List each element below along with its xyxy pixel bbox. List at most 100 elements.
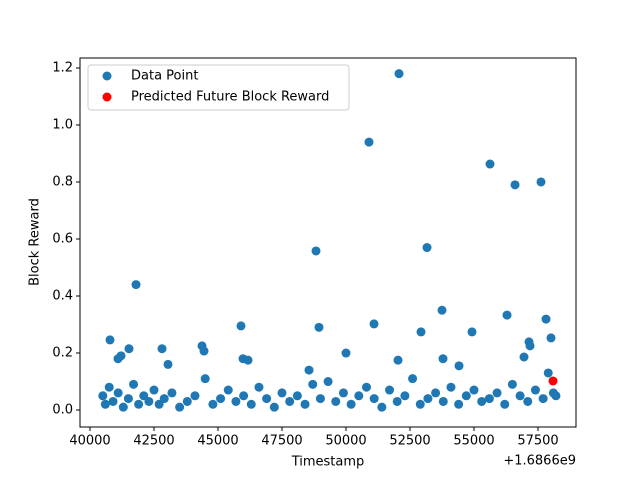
point (311, 246, 321, 256)
point (315, 394, 325, 404)
point (510, 180, 520, 190)
point (400, 391, 410, 401)
point (422, 243, 432, 253)
point (323, 377, 333, 387)
legend-label: Predicted Future Block Reward (131, 90, 329, 105)
x-tick-label: 40000 (69, 434, 110, 449)
point (438, 354, 448, 364)
point (502, 310, 512, 320)
point (100, 399, 110, 409)
point (269, 402, 279, 412)
y-tick-label: 1.0 (52, 117, 73, 132)
y-tick-label: 0.4 (52, 289, 73, 304)
point (208, 399, 218, 409)
point (515, 391, 525, 401)
point (124, 344, 134, 354)
point (175, 402, 185, 412)
point (484, 394, 494, 404)
point (223, 385, 233, 395)
point (236, 321, 246, 331)
point (105, 335, 115, 345)
point (454, 399, 464, 409)
point (546, 333, 556, 343)
point (369, 319, 379, 329)
point (467, 327, 477, 337)
point (200, 374, 210, 384)
axes-frame (79, 57, 577, 428)
legend-box (87, 64, 350, 111)
point (423, 394, 433, 404)
point (548, 376, 558, 386)
point (507, 379, 517, 389)
point (134, 399, 144, 409)
point (277, 388, 287, 398)
y-tick-label: 1.2 (52, 60, 73, 75)
legend-label: Data Point (131, 69, 198, 84)
point (159, 394, 169, 404)
point (393, 355, 403, 365)
x-tick-label: 42500 (133, 434, 174, 449)
point (262, 394, 272, 404)
point (243, 355, 253, 365)
point (385, 385, 395, 395)
x-tick-label: 55000 (453, 434, 494, 449)
point (304, 365, 314, 375)
point (104, 382, 114, 392)
point (416, 327, 426, 337)
point (354, 391, 364, 401)
point (113, 388, 123, 398)
point (369, 394, 379, 404)
point (131, 280, 141, 290)
point (341, 348, 351, 358)
point (525, 341, 535, 351)
point (254, 382, 264, 392)
y-tick-label: 0.2 (52, 346, 73, 361)
point (199, 346, 209, 356)
point (392, 396, 402, 406)
point (394, 69, 404, 79)
point (116, 351, 126, 361)
x-tick-label: 50000 (325, 434, 366, 449)
point (331, 396, 341, 406)
point (300, 399, 310, 409)
point (361, 382, 371, 392)
x-tick-label: 45000 (197, 434, 238, 449)
x-tick-label: 52500 (389, 434, 430, 449)
point (118, 402, 128, 412)
point (144, 396, 154, 406)
x-offset-label: +1.6866e9 (503, 454, 576, 469)
point (167, 388, 177, 398)
y-tick-label: 0.8 (52, 174, 73, 189)
point (523, 396, 533, 406)
legend-marker (102, 71, 112, 81)
point (408, 374, 418, 384)
point (415, 399, 425, 409)
point (446, 382, 456, 392)
point (239, 391, 249, 401)
y-tick-label: 0.0 (52, 403, 73, 418)
point (308, 379, 318, 389)
point (246, 399, 256, 409)
point (285, 396, 295, 406)
point (231, 396, 241, 406)
x-tick-label: 47500 (261, 434, 302, 449)
point (338, 388, 348, 398)
x-axis-label: Timestamp (291, 455, 365, 470)
point (454, 361, 464, 371)
point (431, 388, 441, 398)
point (149, 385, 159, 395)
point (437, 305, 447, 315)
point (438, 396, 448, 406)
point (163, 359, 173, 369)
point (292, 391, 302, 401)
point (157, 344, 167, 354)
point (364, 137, 374, 147)
point (536, 177, 546, 187)
point (543, 368, 553, 378)
point (314, 322, 324, 332)
point (469, 385, 479, 395)
point (538, 394, 548, 404)
point (485, 159, 495, 169)
x-tick-label: 57500 (517, 434, 558, 449)
point (190, 391, 200, 401)
